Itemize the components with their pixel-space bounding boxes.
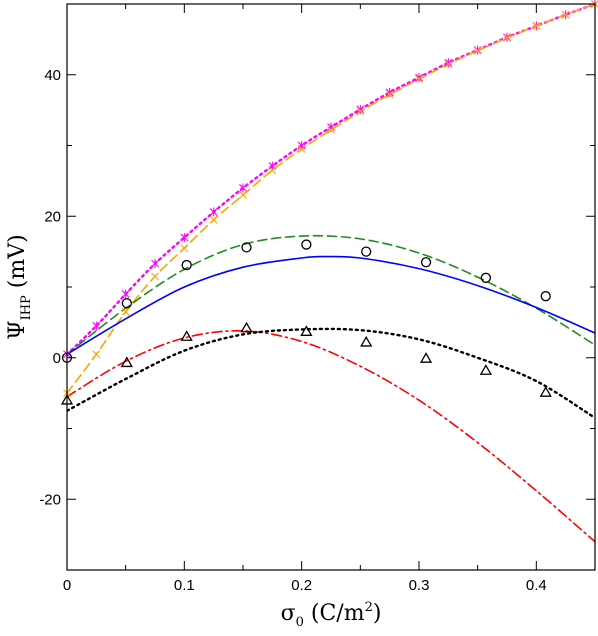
data-point-circle — [361, 246, 372, 257]
marker-layer — [60, 0, 598, 405]
y-tick-label: 20 — [44, 208, 61, 225]
data-point-star — [180, 232, 189, 242]
data-point-triangle — [539, 386, 552, 397]
data-point-star — [209, 207, 218, 217]
y-axis-label-sub: IHP — [19, 295, 34, 320]
series-line-0 — [67, 4, 595, 356]
data-point-circle — [480, 272, 492, 283]
data-point-x — [121, 307, 130, 316]
series-line-3 — [67, 255, 595, 356]
data-point-triangle — [240, 321, 253, 333]
data-point-star — [356, 104, 365, 114]
data-point-triangle — [360, 335, 373, 347]
x-tick-label: 0.1 — [174, 577, 195, 594]
data-point-triangle — [300, 325, 313, 336]
y-tick-label: 0 — [53, 350, 61, 367]
x-tick-label: 0.3 — [409, 577, 430, 594]
data-point-star — [92, 321, 101, 331]
data-point-x — [151, 272, 159, 281]
data-point-circle — [420, 257, 432, 268]
x-axis-label: σ0 (C/m2) — [281, 600, 382, 630]
series-line-2 — [67, 234, 595, 356]
data-point-x — [180, 244, 189, 252]
y-axis-label: ΨIHP (mV) — [5, 234, 34, 339]
data-point-circle — [241, 242, 252, 253]
y-tick-label: 40 — [44, 67, 61, 84]
data-point-x — [268, 166, 277, 175]
data-point-circle — [301, 239, 312, 250]
series-line-1 — [67, 4, 595, 394]
series-line-4 — [67, 329, 595, 543]
y-axis-label-rest: (mV) — [5, 234, 30, 295]
data-point-x — [561, 10, 570, 19]
data-point-x — [473, 46, 482, 55]
x-tick-label: 0.4 — [526, 577, 547, 594]
data-point-x — [356, 107, 365, 116]
data-point-circle — [540, 291, 551, 302]
data-point-x — [92, 350, 101, 359]
y-axis-label-main: Ψ — [5, 320, 30, 339]
data-point-triangle — [180, 330, 193, 341]
x-axis-label-sup: 2 — [365, 600, 373, 615]
x-axis-label-main: σ — [281, 601, 296, 626]
data-point-triangle — [120, 356, 133, 368]
x-tick-label: 0.2 — [291, 577, 312, 594]
data-point-x — [444, 60, 453, 69]
data-point-x — [297, 145, 306, 153]
data-point-star — [121, 289, 130, 299]
data-point-x — [385, 90, 394, 99]
data-point-x — [327, 126, 335, 134]
series-layer — [67, 4, 595, 543]
data-point-circle — [181, 259, 192, 271]
data-point-x — [415, 75, 423, 83]
data-point-x — [239, 191, 247, 199]
data-point-x — [532, 22, 541, 30]
data-point-star — [444, 58, 453, 68]
tick-layer: 0 0.1 0.2 0.3 0.4 -20 0 20 40 — [39, 4, 596, 594]
y-tick-label: -20 — [39, 491, 61, 508]
data-point-x — [209, 215, 218, 224]
data-point-star — [239, 183, 247, 193]
data-point-star — [151, 259, 159, 269]
series-line-5 — [67, 327, 595, 420]
data-point-star — [268, 161, 277, 171]
x-axis-label-end: ) — [373, 601, 382, 626]
data-point-star — [385, 87, 394, 97]
data-point-x — [503, 34, 511, 42]
x-axis-label-sub: 0 — [296, 615, 304, 630]
x-tick-label: 0 — [63, 577, 71, 594]
data-point-triangle — [419, 352, 433, 363]
x-axis-label-rest: (C/m — [304, 601, 365, 626]
data-point-circle — [121, 298, 132, 309]
data-point-triangle — [479, 364, 493, 375]
data-point-star — [415, 73, 423, 83]
